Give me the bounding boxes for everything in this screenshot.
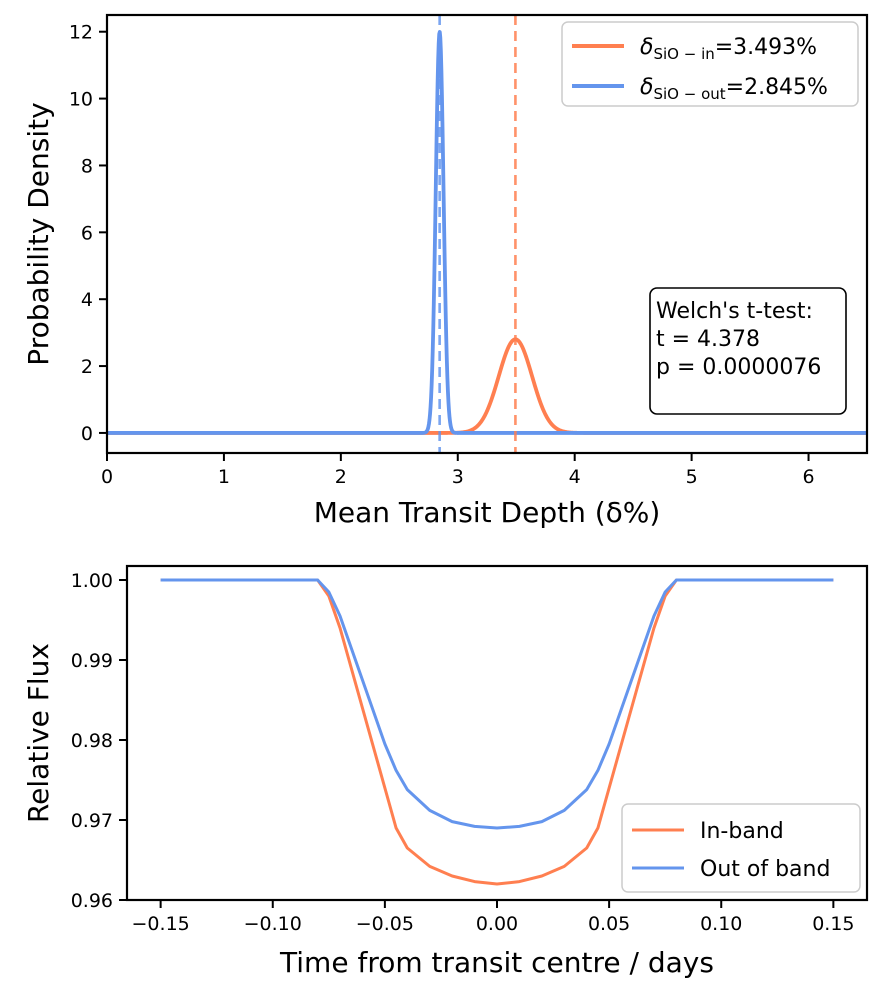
welch-t-value: t = 4.378	[656, 327, 760, 352]
welch-annotation: Welch's t-test: t = 4.378 p = 0.0000076	[649, 287, 847, 415]
density-y-tick-label: 4	[81, 289, 93, 311]
flux-x-tick-label: 0.10	[700, 913, 742, 935]
density-y-tick-label: 8	[81, 155, 93, 177]
density-x-tick-label: 0	[101, 466, 113, 488]
flux-legend-label: In-band	[700, 819, 784, 844]
welch-title: Welch's t-test:	[656, 299, 813, 324]
density-y-tick-label: 0	[81, 423, 93, 445]
flux-x-tick-label: −0.05	[356, 913, 414, 935]
flux-y-tick-label: 0.96	[71, 890, 113, 912]
flux-y-tick-label: 0.99	[71, 650, 113, 672]
flux-x-tick-label: 0.05	[588, 913, 630, 935]
density-x-axis-title: Mean Transit Depth (δ%)	[314, 496, 661, 529]
density-legend-label: δSiO − out=2.845%	[640, 75, 828, 103]
flux-x-tick-label: −0.15	[132, 913, 190, 935]
flux-y-tick-label: 0.97	[71, 810, 113, 832]
flux-x-tick-label: 0.00	[476, 913, 518, 935]
density-x-tick-label: 4	[569, 466, 581, 488]
density-y-tick-label: 12	[69, 22, 93, 44]
lightcurve-panel: −0.15 −0.10 −0.05 0.00 0.05 0.10 0.15 0.96 0.97…	[22, 564, 869, 979]
density-plot-frame	[105, 13, 869, 455]
density-legend-label: δSiO − in=3.493%	[640, 35, 817, 63]
flux-x-tick-label: 0.15	[812, 913, 854, 935]
lightcurve-x-axis-title: Time from transit centre / days	[279, 946, 714, 979]
welch-annotation-box	[649, 287, 847, 415]
flux-y-tick-label: 0.98	[71, 730, 113, 752]
density-x-tick-label: 6	[802, 466, 814, 488]
density-y-tick-label: 6	[81, 222, 93, 244]
density-x-tick-label: 1	[218, 466, 230, 488]
density-legend: δSiO − in=3.493% δSiO − out=2.845%	[561, 21, 859, 107]
density-y-tick-label: 10	[69, 89, 93, 111]
density-curve-sio-out	[107, 30, 867, 435]
density-y-tick-label: 2	[81, 356, 93, 378]
flux-curve-out-of-band	[160, 578, 834, 830]
density-x-tick-label: 2	[335, 466, 347, 488]
density-x-tick-label: 3	[452, 466, 464, 488]
density-legend-box	[561, 21, 859, 107]
flux-y-tick-label: 1.00	[71, 570, 113, 592]
welch-p-value: p = 0.0000076	[656, 355, 821, 380]
flux-x-tick-label: −0.10	[244, 913, 302, 935]
density-y-axis-title: Probability Density	[22, 102, 55, 365]
lightcurve-y-axis-title: Relative Flux	[22, 643, 55, 823]
lightcurve-legend: In-band Out of band	[621, 803, 861, 893]
density-x-tick-label: 5	[686, 466, 698, 488]
flux-curve-in-band	[160, 578, 834, 886]
lightcurve-legend-box	[621, 803, 861, 893]
flux-legend-label: Out of band	[700, 857, 830, 882]
